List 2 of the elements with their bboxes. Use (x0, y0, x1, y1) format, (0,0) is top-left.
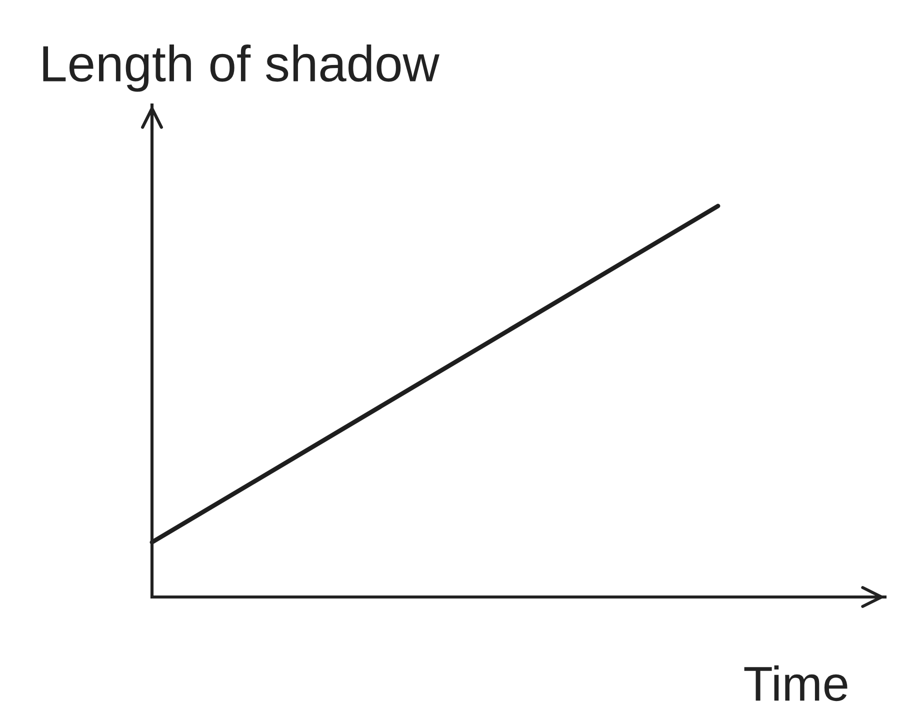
y-axis-title: Length of shadow (43, 44, 440, 92)
x-axis-title: Time (744, 665, 848, 702)
